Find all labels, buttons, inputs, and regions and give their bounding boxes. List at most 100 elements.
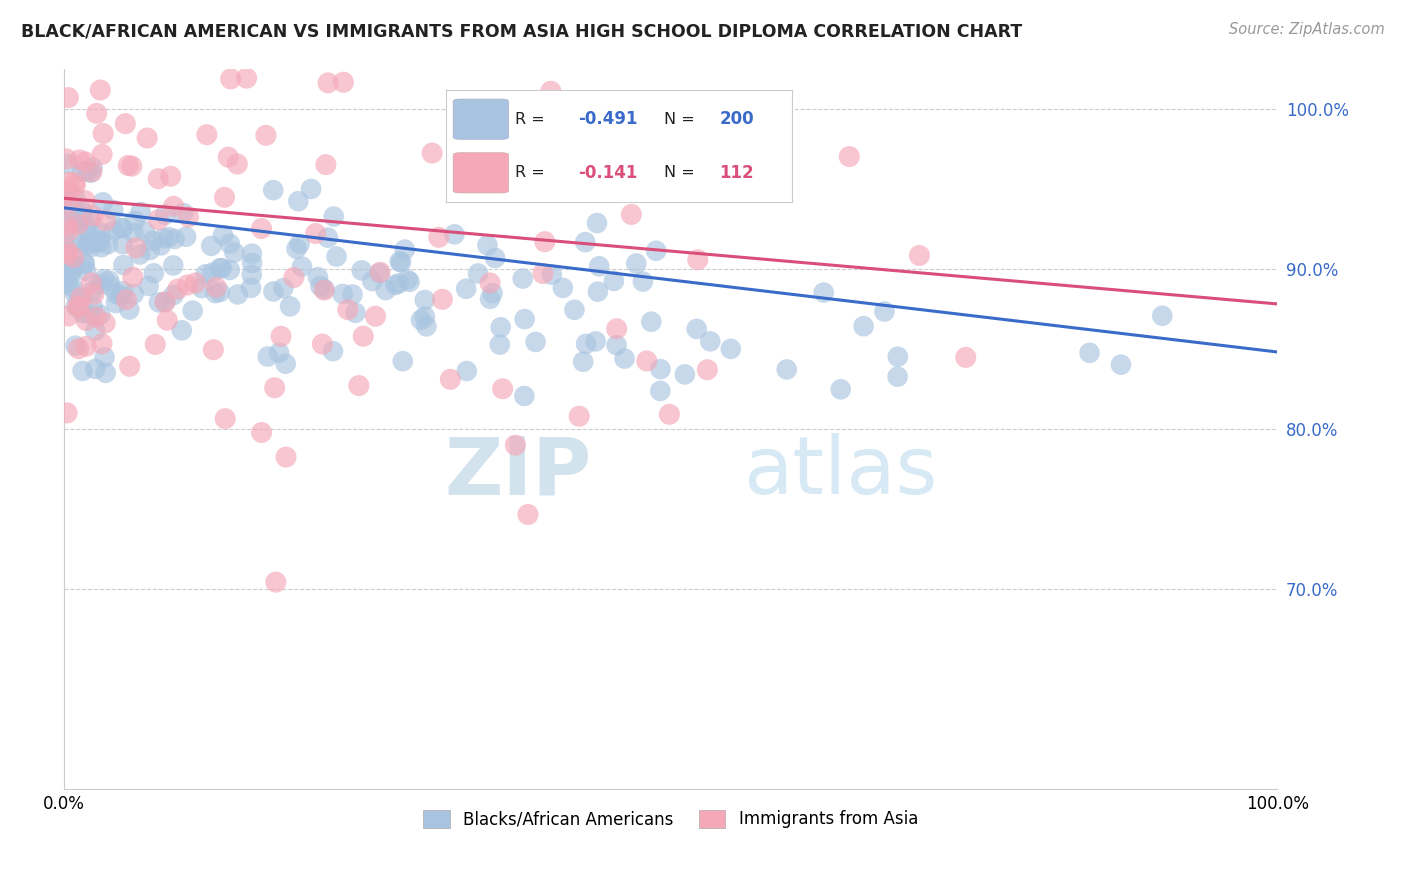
Point <box>484 251 506 265</box>
Point <box>162 288 184 302</box>
Point <box>603 12 626 27</box>
Point <box>524 334 547 349</box>
Point <box>191 281 214 295</box>
Point <box>84 362 107 376</box>
Point <box>121 159 143 173</box>
Point <box>415 319 437 334</box>
Point <box>477 238 499 252</box>
Point <box>143 337 166 351</box>
Point <box>56 406 79 420</box>
Point <box>115 293 138 307</box>
Point <box>427 230 450 244</box>
Point <box>217 150 239 164</box>
Point <box>650 384 672 398</box>
Point <box>84 310 107 324</box>
Point <box>572 355 595 369</box>
Point <box>82 300 104 314</box>
Point <box>263 381 285 395</box>
Point <box>516 508 538 522</box>
Point <box>214 190 236 204</box>
Point <box>342 287 364 301</box>
Point <box>142 266 165 280</box>
Point <box>696 363 718 377</box>
Point <box>398 275 420 289</box>
Point <box>62 260 84 274</box>
Point <box>181 303 204 318</box>
Point <box>574 235 596 249</box>
Point <box>908 248 931 262</box>
Point <box>66 299 89 313</box>
Point <box>111 237 134 252</box>
Point <box>636 354 658 368</box>
Point <box>288 237 311 252</box>
Point <box>75 339 97 353</box>
Point <box>214 411 236 425</box>
Point <box>73 194 96 208</box>
Point <box>73 256 96 270</box>
Point <box>347 378 370 392</box>
Point <box>332 287 354 301</box>
Point <box>63 286 86 301</box>
Point <box>69 153 91 167</box>
Point <box>332 75 354 89</box>
Point <box>250 425 273 440</box>
Point <box>201 266 224 280</box>
Point <box>606 338 628 352</box>
Point <box>211 261 233 276</box>
Point <box>58 224 80 238</box>
Point <box>513 312 536 326</box>
Point <box>645 244 668 258</box>
Point <box>89 308 111 322</box>
Point <box>90 240 112 254</box>
Point <box>70 290 93 304</box>
Point <box>603 274 626 288</box>
Point <box>686 252 709 267</box>
Point <box>148 212 170 227</box>
Point <box>91 195 114 210</box>
Point <box>224 245 246 260</box>
Point <box>314 282 336 296</box>
Point <box>562 111 585 125</box>
Point <box>456 364 478 378</box>
Point <box>75 313 97 327</box>
Point <box>218 236 240 251</box>
Point <box>620 207 643 221</box>
Point <box>56 247 79 261</box>
Point <box>94 316 117 330</box>
Point <box>60 265 83 279</box>
Point <box>640 315 662 329</box>
Point <box>53 231 76 245</box>
Point <box>396 272 419 286</box>
Point <box>60 260 83 275</box>
Point <box>439 372 461 386</box>
Point <box>56 219 79 233</box>
Point <box>134 224 156 238</box>
Point <box>205 280 228 294</box>
Point <box>368 266 391 280</box>
Point <box>586 216 609 230</box>
Point <box>93 272 115 286</box>
Point <box>118 359 141 374</box>
Point <box>129 205 152 219</box>
Point <box>128 247 150 261</box>
Point <box>62 251 84 265</box>
Point <box>299 182 322 196</box>
Point <box>374 283 396 297</box>
Point <box>564 302 586 317</box>
Point <box>153 208 176 222</box>
Point <box>194 267 217 281</box>
Point <box>344 306 367 320</box>
Point <box>98 279 121 293</box>
Point <box>53 189 76 203</box>
Point <box>606 322 628 336</box>
Point <box>110 221 132 235</box>
Point <box>391 354 413 368</box>
Point <box>63 237 86 252</box>
Point <box>489 320 512 334</box>
Point <box>62 257 84 271</box>
Point <box>118 302 141 317</box>
Point <box>66 212 89 227</box>
Point <box>56 198 79 212</box>
Point <box>67 300 90 314</box>
Point <box>63 190 86 204</box>
